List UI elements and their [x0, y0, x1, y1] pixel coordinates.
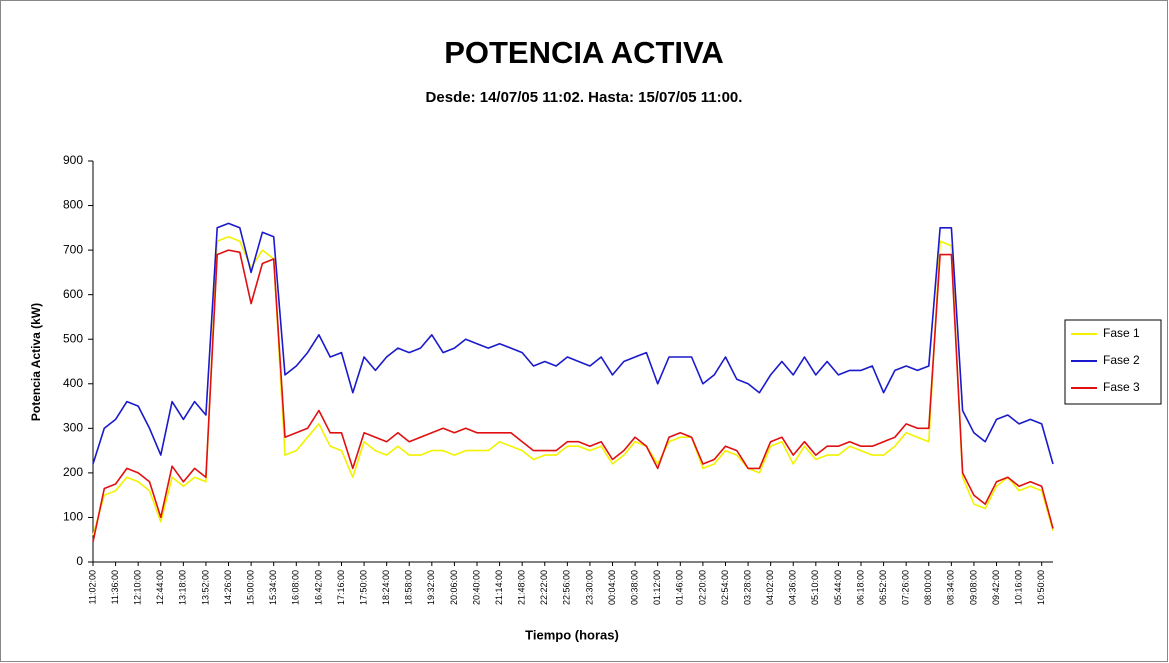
x-tick-label: 11:02:00: [87, 570, 97, 604]
x-tick-label: 23:30:00: [584, 570, 594, 605]
x-tick-label: 05:10:00: [810, 570, 820, 605]
x-tick-label: 21:14:00: [494, 570, 504, 605]
x-tick-label: 16:42:00: [313, 570, 323, 605]
y-tick-label: 700: [63, 242, 83, 256]
x-tick-label: 01:12:00: [652, 570, 662, 605]
x-tick-label: 22:22:00: [539, 570, 549, 605]
x-tick-label: 20:06:00: [449, 570, 459, 605]
x-tick-label: 09:42:00: [991, 570, 1001, 605]
x-tick-label: 02:54:00: [720, 570, 730, 605]
y-axis-label: Potencia Activa (kW): [29, 303, 43, 421]
x-tick-label: 06:18:00: [855, 570, 865, 605]
legend-label: Fase 3: [1103, 380, 1140, 394]
x-tick-label: 05:44:00: [833, 570, 843, 605]
chart-title: POTENCIA ACTIVA: [444, 35, 724, 70]
y-tick-label: 400: [63, 376, 83, 390]
x-tick-label: 00:38:00: [629, 570, 639, 605]
y-tick-label: 800: [63, 198, 83, 212]
x-tick-label: 08:34:00: [946, 570, 956, 605]
x-tick-label: 14:26:00: [223, 570, 233, 605]
x-tick-label: 16:08:00: [291, 570, 301, 605]
x-tick-label: 22:56:00: [562, 570, 572, 605]
series-line: [92, 249, 1054, 543]
y-tick-label: 0: [76, 554, 83, 568]
x-tick-label: 04:02:00: [765, 570, 775, 605]
y-tick-label: 900: [63, 153, 83, 167]
x-tick-label: 17:50:00: [358, 570, 368, 605]
x-tick-label: 20:40:00: [471, 570, 481, 605]
x-tick-label: 15:00:00: [245, 570, 255, 605]
x-axis-label: Tiempo (horas): [525, 627, 619, 642]
series-line: [92, 222, 1054, 465]
x-tick-label: 18:24:00: [381, 570, 391, 605]
y-tick-label: 300: [63, 421, 83, 435]
y-tick-label: 600: [63, 287, 83, 301]
x-tick-label: 13:18:00: [178, 570, 188, 605]
x-tick-label: 12:10:00: [133, 570, 143, 605]
y-tick-label: 500: [63, 331, 83, 345]
x-tick-label: 11:36:00: [110, 570, 120, 604]
legend-label: Fase 2: [1103, 353, 1140, 367]
chart-subtitle: Desde: 14/07/05 11:02. Hasta: 15/07/05 1…: [426, 89, 743, 106]
y-tick-label: 200: [63, 465, 83, 479]
legend-label: Fase 1: [1103, 326, 1140, 340]
x-tick-label: 04:36:00: [788, 570, 798, 605]
x-tick-label: 19:32:00: [426, 570, 436, 605]
x-tick-label: 15:34:00: [268, 570, 278, 605]
x-tick-label: 07:26:00: [901, 570, 911, 605]
x-tick-label: 00:04:00: [607, 570, 617, 605]
x-tick-label: 02:20:00: [697, 570, 707, 605]
x-tick-label: 10:16:00: [1013, 570, 1023, 605]
x-tick-label: 08:00:00: [923, 570, 933, 605]
x-tick-label: 09:08:00: [968, 570, 978, 605]
x-tick-label: 18:58:00: [404, 570, 414, 605]
y-tick-label: 100: [63, 510, 83, 524]
x-tick-label: 01:46:00: [675, 570, 685, 605]
x-tick-label: 21:48:00: [517, 570, 527, 605]
x-tick-label: 10:50:00: [1036, 570, 1046, 605]
x-tick-label: 13:52:00: [200, 570, 210, 605]
x-tick-label: 03:28:00: [742, 570, 752, 605]
x-tick-label: 12:44:00: [155, 570, 165, 605]
x-tick-label: 06:52:00: [878, 570, 888, 605]
x-tick-label: 17:16:00: [336, 570, 346, 605]
